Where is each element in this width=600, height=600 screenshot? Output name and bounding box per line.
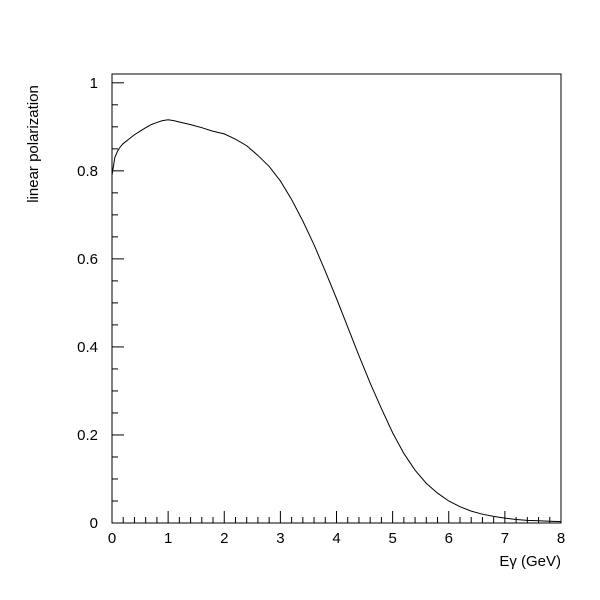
x-tick-label: 0 [108,530,116,547]
y-tick-labels: 0 0.2 0.4 0.6 0.8 1 [77,75,98,532]
x-axis-title: Eγ (GeV) [499,553,561,570]
x-tick-label: 8 [557,530,565,547]
polarization-curve [111,119,562,523]
x-tick-label: 1 [164,530,172,547]
y-tick-label: 0.4 [77,339,98,356]
x-tick-label: 7 [501,530,509,547]
x-tick-labels: 0 1 2 3 4 5 6 7 8 [108,530,565,547]
y-axis-title: linear polarization [25,85,42,203]
x-tick-label: 4 [332,530,340,547]
x-tick-label: 2 [220,530,228,547]
y-tick-label: 0.6 [77,251,98,268]
y-tick-label: 0 [90,515,98,532]
x-tick-label: 3 [276,530,284,547]
y-tick-label: 0.8 [77,163,98,180]
x-tick-label: 5 [388,530,396,547]
y-tick-label: 0.2 [77,427,98,444]
x-tick-label: 6 [445,530,453,547]
y-tick-label: 1 [90,75,98,92]
axis-ticks [111,82,562,524]
